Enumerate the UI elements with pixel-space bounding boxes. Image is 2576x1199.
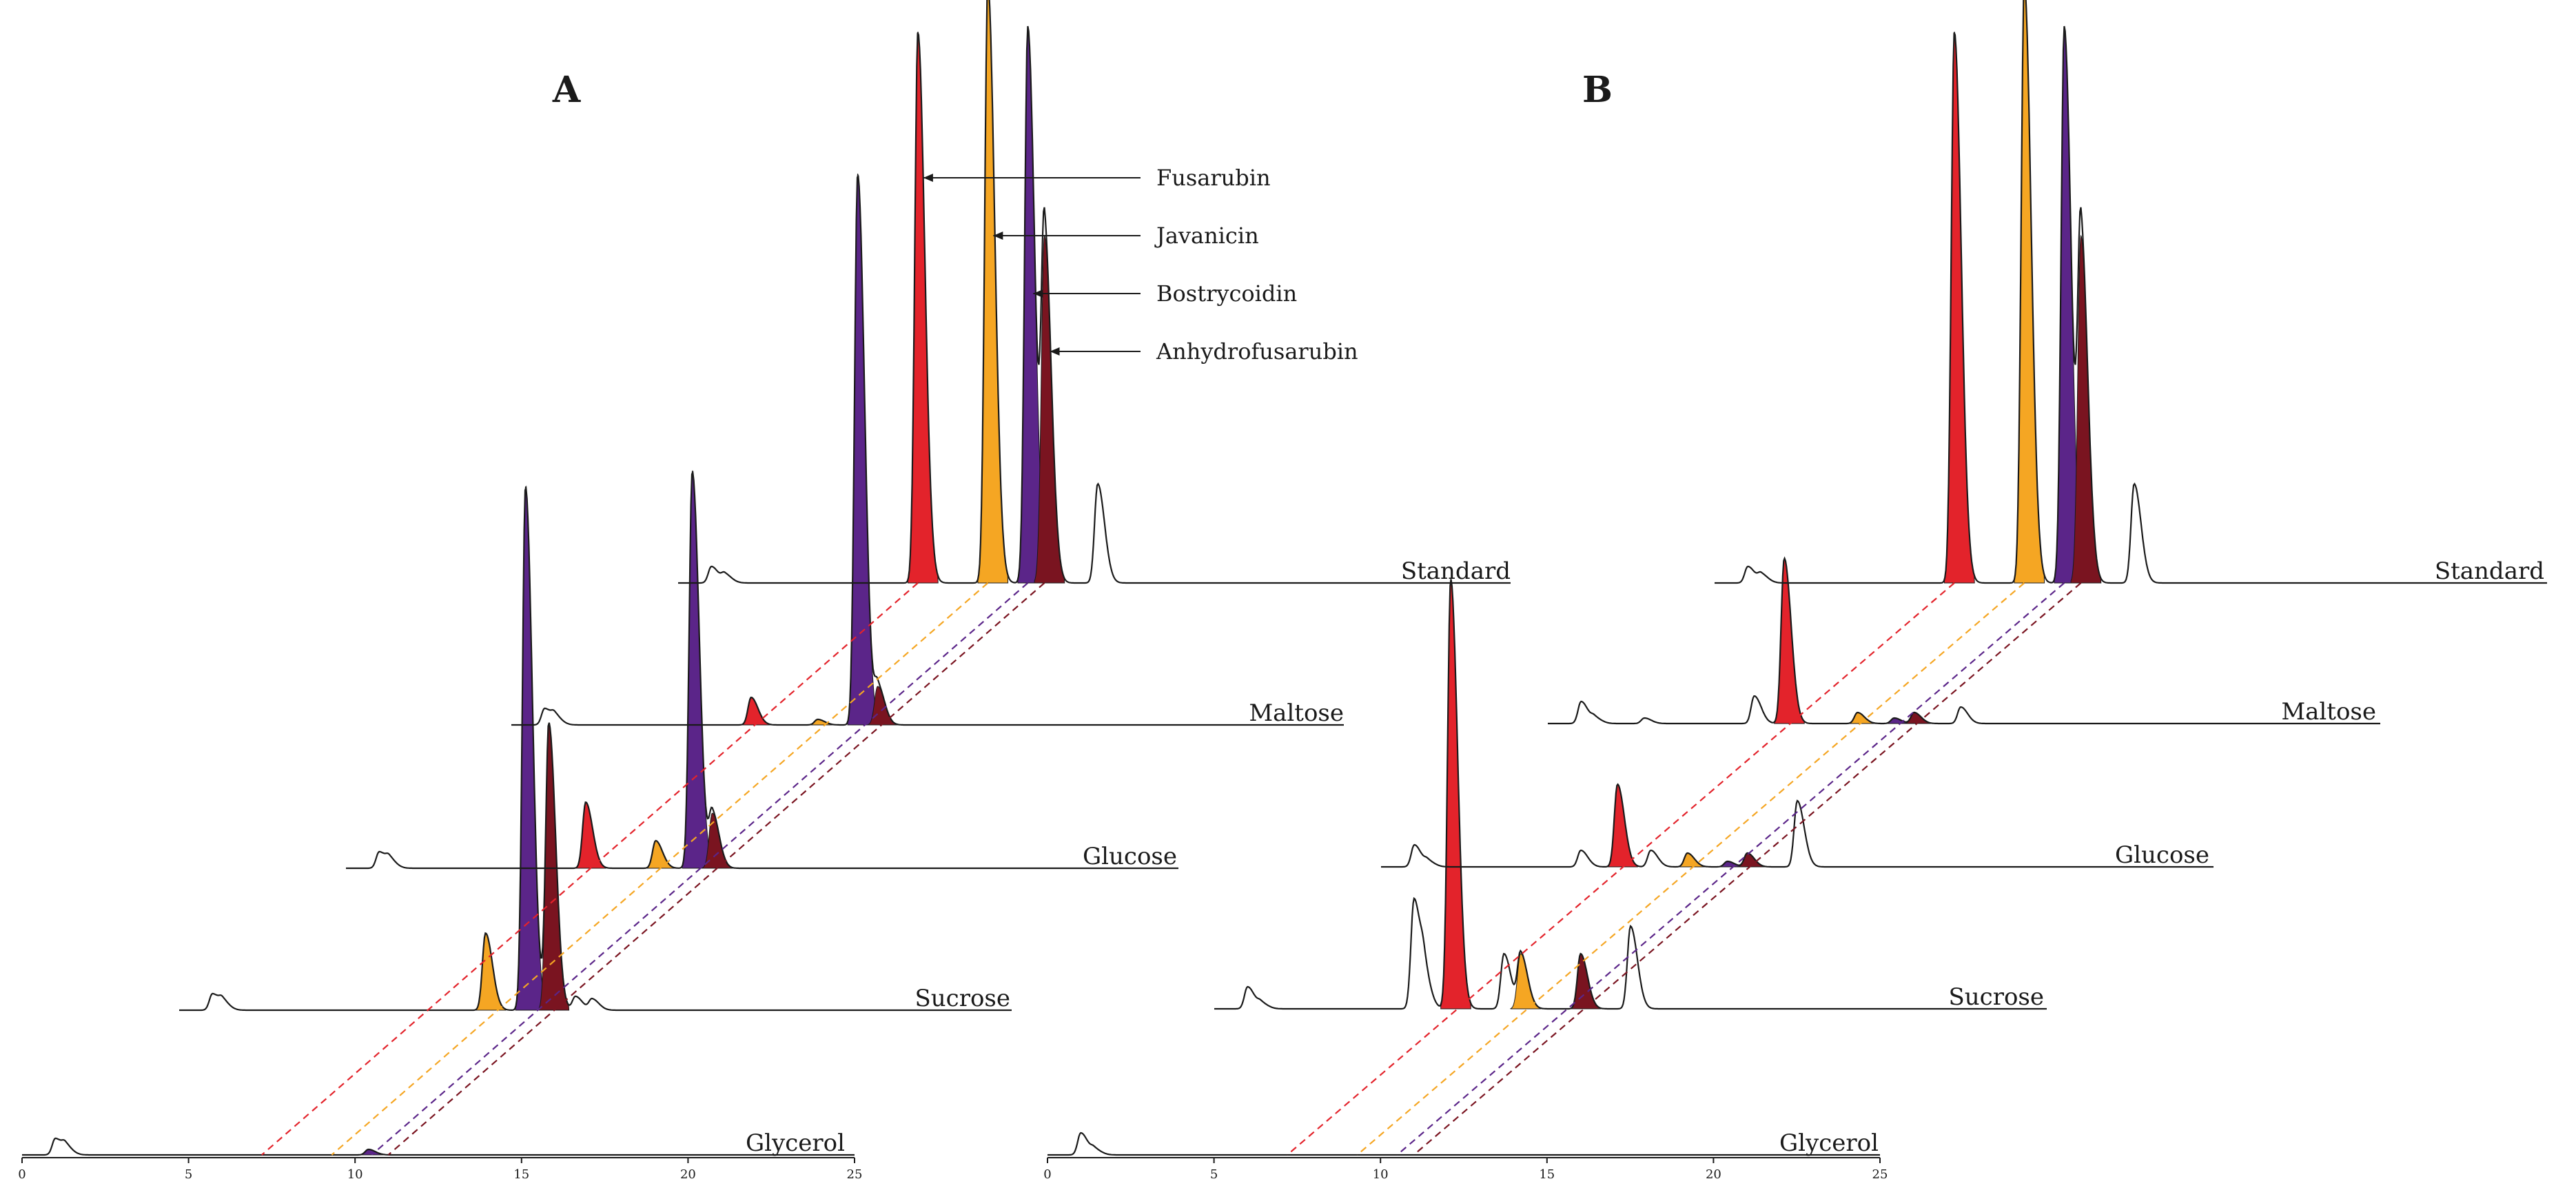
trace-line — [179, 485, 1012, 1012]
trace-label: Standard — [1401, 557, 1511, 585]
trace-standard: Standard — [678, 0, 1511, 585]
x-tick-label: 20 — [1706, 1167, 1721, 1182]
legend-label-fusarubin: Fusarubin — [1156, 165, 1271, 191]
x-tick-label: 5 — [1210, 1167, 1218, 1182]
legend-label-anhydrofusarubin: Anhydrofusarubin — [1156, 338, 1358, 365]
peak-anhydrofusarubin — [1034, 234, 1065, 584]
trace-line — [511, 175, 1344, 726]
arrow-head-icon — [1050, 347, 1060, 356]
trace-label: Glycerol — [1779, 1129, 1879, 1157]
legend-label-bostrycoidin: Bostrycoidin — [1156, 280, 1297, 307]
peak-anhydrofusarubin — [2070, 234, 2102, 584]
trace-label: Glucose — [1083, 843, 1177, 870]
trace-label: Glucose — [2115, 841, 2209, 869]
connector-fusarubin — [261, 582, 919, 1156]
trace-line — [1548, 556, 2380, 725]
x-tick-label: 25 — [847, 1167, 863, 1182]
x-tick-label: 25 — [1872, 1167, 1888, 1182]
x-tick-label: 20 — [680, 1167, 696, 1182]
x-axis: 0 5 10 15 20 25 — [1043, 1157, 1888, 1182]
connector-bostrycoidin — [1396, 582, 2065, 1156]
trace-line — [22, 1137, 855, 1156]
trace-maltose: Maltose — [1548, 556, 2380, 726]
trace-label: Standard — [2435, 557, 2544, 585]
arrow-head-icon — [993, 232, 1003, 240]
x-tick-label: 10 — [1373, 1167, 1389, 1182]
arrow-head-icon — [1033, 289, 1043, 298]
connector-javanicin — [1356, 582, 2025, 1156]
trace-line — [1381, 783, 2214, 868]
connector-fusarubin — [1287, 582, 1955, 1156]
x-tick-label: 0 — [1043, 1167, 1051, 1182]
trace-glycerol: Glycerol — [22, 1129, 855, 1157]
trace-label: Maltose — [2281, 698, 2376, 726]
connector-javanicin — [331, 582, 989, 1156]
legend-label-javanicin: Javanicin — [1154, 223, 1259, 249]
trace-line — [1047, 1131, 1880, 1156]
trace-label: Maltose — [1249, 699, 1344, 727]
trace-label: Glycerol — [746, 1129, 845, 1157]
x-tick-label: 15 — [1539, 1167, 1555, 1182]
compound-legend: Fusarubin Javanicin Bostrycoidin Anhydrofus… — [923, 165, 1358, 365]
connector-anhydrofusarubin — [1413, 582, 2082, 1156]
x-tick-label: 5 — [185, 1167, 192, 1182]
trace-line — [346, 470, 1178, 870]
x-tick-label: 0 — [18, 1167, 25, 1182]
arrow-head-icon — [923, 174, 933, 182]
x-tick-label: 10 — [347, 1167, 363, 1182]
trace-label: Sucrose — [1948, 983, 2044, 1011]
trace-standard: Standard — [1715, 0, 2547, 585]
trace-sucrose: Sucrose — [1214, 577, 2047, 1011]
x-axis: 0 5 10 15 20 25 — [18, 1157, 863, 1182]
trace-label: Sucrose — [914, 985, 1010, 1012]
panel-letter: A — [552, 69, 581, 111]
connector-anhydrofusarubin — [387, 582, 1045, 1156]
panel-b: B 0 5 10 15 20 25 Glycerol Sucrose Glucose Maltose… — [1043, 0, 2547, 1182]
connector-bostrycoidin — [371, 582, 1029, 1156]
trace-line — [1214, 579, 2047, 1010]
trace-maltose: Maltose — [511, 173, 1344, 727]
x-tick-label: 15 — [513, 1167, 529, 1182]
trace-glucose: Glucose — [1381, 783, 2214, 869]
panel-letter: B — [1582, 69, 1613, 111]
trace-glycerol: Glycerol — [1047, 1129, 1880, 1157]
peak-anhydrofusarubin — [538, 722, 570, 1011]
trace-line — [1715, 0, 2547, 584]
trace-sucrose: Sucrose — [179, 485, 1012, 1012]
trace-glucose: Glucose — [346, 470, 1178, 870]
trace-line — [678, 0, 1511, 584]
